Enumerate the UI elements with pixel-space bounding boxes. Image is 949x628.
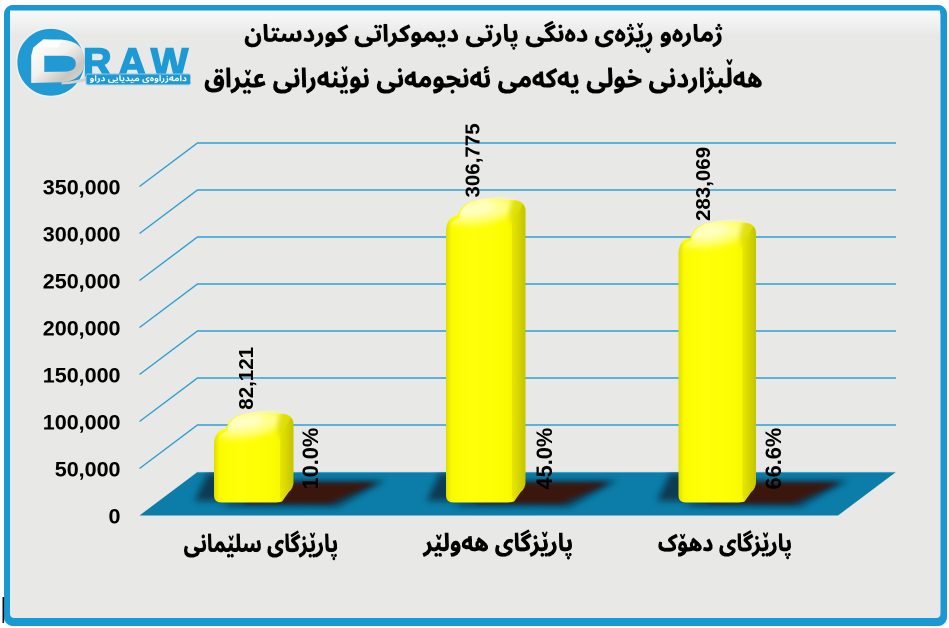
svg-text:100,000: 100,000: [43, 410, 121, 434]
svg-text:82,121: 82,121: [235, 347, 258, 410]
svg-text:200,000: 200,000: [43, 316, 121, 340]
svg-text:50,000: 50,000: [55, 457, 121, 481]
svg-text:66.6%: 66.6%: [761, 428, 786, 490]
svg-text:306,775: 306,775: [462, 123, 485, 197]
svg-text:250,000: 250,000: [43, 269, 121, 293]
svg-text:150,000: 150,000: [43, 363, 121, 387]
svg-text:300,000: 300,000: [43, 222, 121, 246]
svg-text:283,069: 283,069: [692, 147, 715, 221]
svg-text:350,000: 350,000: [43, 175, 121, 199]
svg-text:0: 0: [109, 504, 121, 528]
svg-text:45.0%: 45.0%: [532, 428, 557, 490]
svg-text:10.0%: 10.0%: [298, 428, 323, 490]
